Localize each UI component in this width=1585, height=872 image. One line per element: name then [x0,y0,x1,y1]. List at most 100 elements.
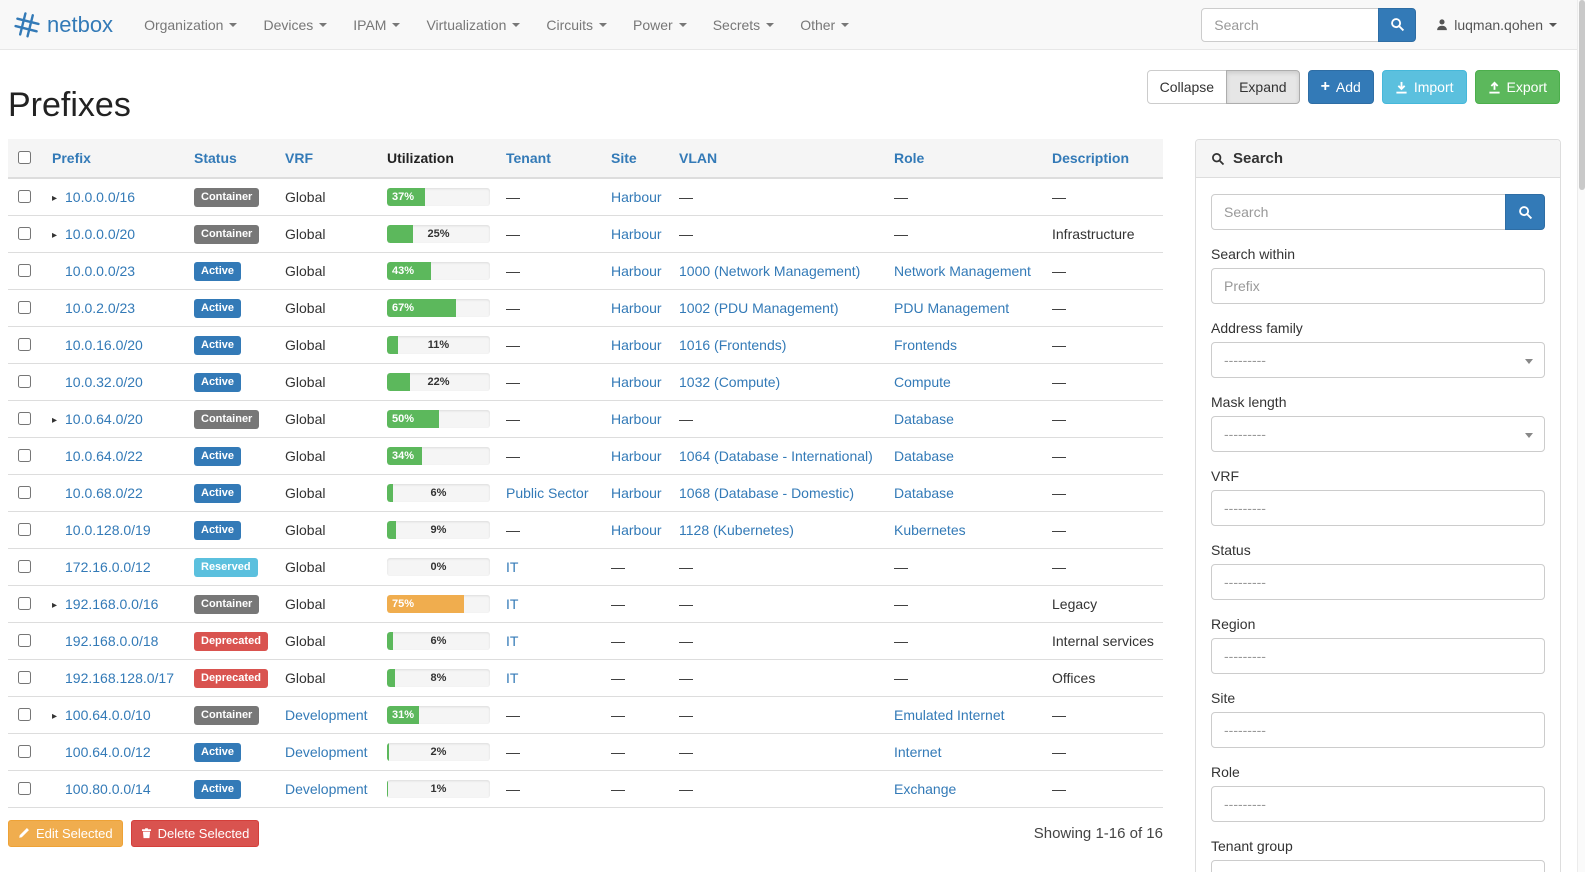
row-checkbox[interactable] [18,448,31,462]
prefix-link[interactable]: 172.16.0.0/12 [65,558,151,575]
role-link[interactable]: Database [894,447,954,464]
expand-caret-icon[interactable]: ▸ [52,229,58,241]
expand-button[interactable]: Expand [1226,70,1300,104]
vlan-link[interactable]: 1016 (Frontends) [679,336,787,353]
tenant-link[interactable]: Public Sector [506,484,589,501]
site-link[interactable]: Harbour [611,299,662,316]
tenant-link[interactable]: IT [506,595,519,612]
prefix-link[interactable]: 192.168.0.0/18 [65,632,159,649]
role-link[interactable]: Kubernetes [894,521,966,538]
add-button[interactable]: + Add [1307,70,1374,104]
prefix-link[interactable]: 10.0.16.0/20 [65,336,143,353]
role-link[interactable]: Exchange [894,780,957,797]
site-link[interactable]: Harbour [611,373,662,390]
site-link[interactable]: Harbour [611,188,662,205]
nav-item-power[interactable]: Power [620,0,700,49]
scrollbar[interactable] [1577,0,1585,872]
filter-select-role[interactable]: --------- [1211,786,1545,822]
role-link[interactable]: Compute [894,373,951,390]
tenant-link[interactable]: IT [506,669,519,686]
vrf-link[interactable]: Development [285,780,368,797]
nav-item-virtualization[interactable]: Virtualization [413,0,533,49]
nav-item-ipam[interactable]: IPAM [340,0,413,49]
prefix-link[interactable]: 100.80.0.0/14 [65,780,151,797]
expand-caret-icon[interactable]: ▸ [52,599,58,611]
column-header-site[interactable]: Site [611,150,637,166]
filter-select-region[interactable]: --------- [1211,638,1545,674]
nav-item-organization[interactable]: Organization [131,0,250,49]
site-link[interactable]: Harbour [611,447,662,464]
nav-item-devices[interactable]: Devices [250,0,340,49]
vlan-link[interactable]: 1064 (Database - International) [679,447,873,464]
prefix-link[interactable]: 10.0.68.0/22 [65,484,143,501]
prefix-link[interactable]: 10.0.0.0/23 [65,262,136,279]
column-header-role[interactable]: Role [894,150,925,166]
sidebar-search-button[interactable] [1505,194,1545,230]
prefix-link[interactable]: 100.64.0.0/12 [65,743,151,760]
tenant-link[interactable]: IT [506,558,519,575]
delete-selected-button[interactable]: Delete Selected [130,819,260,847]
tenant-link[interactable]: IT [506,632,519,649]
site-link[interactable]: Harbour [611,262,662,279]
vlan-link[interactable]: 1128 (Kubernetes) [679,521,794,538]
edit-selected-button[interactable]: Edit Selected [8,819,123,847]
prefix-link[interactable]: 10.0.2.0/23 [65,299,136,316]
row-checkbox[interactable] [18,411,31,425]
filter-select-vrf[interactable]: --------- [1211,490,1545,526]
column-header-description[interactable]: Description [1052,150,1130,166]
prefix-link[interactable]: 10.0.0.0/20 [65,225,136,242]
prefix-link[interactable]: 10.0.64.0/20 [65,410,143,427]
row-checkbox[interactable] [18,189,31,203]
row-checkbox[interactable] [18,781,31,795]
vlan-link[interactable]: 1032 (Compute) [679,373,781,390]
vlan-link[interactable]: 1068 (Database - Domestic) [679,484,855,501]
collapse-button[interactable]: Collapse [1146,70,1228,104]
site-link[interactable]: Harbour [611,336,662,353]
filter-select-status[interactable]: --------- [1211,564,1545,600]
site-link[interactable]: Harbour [611,484,662,501]
row-checkbox[interactable] [18,670,31,684]
select-all-checkbox[interactable] [18,151,31,164]
row-checkbox[interactable] [18,226,31,240]
column-header-prefix[interactable]: Prefix [52,150,91,166]
expand-caret-icon[interactable]: ▸ [52,710,58,722]
column-header-status[interactable]: Status [194,150,237,166]
vlan-link[interactable]: 1000 (Network Management) [679,262,861,279]
vrf-link[interactable]: Development [285,706,368,723]
row-checkbox[interactable] [18,337,31,351]
filter-select-mask-length[interactable]: --------- [1211,416,1545,452]
import-button[interactable]: Import [1381,70,1467,104]
column-header-vrf[interactable]: VRF [285,150,313,166]
row-checkbox[interactable] [18,263,31,277]
role-link[interactable]: Emulated Internet [894,706,1005,723]
prefix-link[interactable]: 10.0.128.0/19 [65,521,151,538]
vlan-link[interactable]: 1002 (PDU Management) [679,299,839,316]
row-checkbox[interactable] [18,596,31,610]
site-link[interactable]: Harbour [611,521,662,538]
navbar-search-button[interactable] [1378,7,1417,42]
role-link[interactable]: Network Management [894,262,1031,279]
role-link[interactable]: Database [894,484,954,501]
nav-item-other[interactable]: Other [787,0,862,49]
role-link[interactable]: Database [894,410,954,427]
row-checkbox[interactable] [18,522,31,536]
prefix-link[interactable]: 10.0.64.0/22 [65,447,143,464]
site-link[interactable]: Harbour [611,225,662,242]
site-link[interactable]: Harbour [611,410,662,427]
vrf-link[interactable]: Development [285,743,368,760]
expand-caret-icon[interactable]: ▸ [52,192,58,204]
prefix-link[interactable]: 192.168.128.0/17 [65,669,174,686]
prefix-link[interactable]: 10.0.0.0/16 [65,188,136,205]
row-checkbox[interactable] [18,374,31,388]
netbox-brand[interactable]: netbox [14,12,113,38]
export-button[interactable]: Export [1474,70,1560,104]
row-checkbox[interactable] [18,633,31,647]
role-link[interactable]: Frontends [894,336,958,353]
row-checkbox[interactable] [18,707,31,721]
role-link[interactable]: Internet [894,743,942,760]
prefix-link[interactable]: 10.0.32.0/20 [65,373,143,390]
nav-item-circuits[interactable]: Circuits [533,0,620,49]
role-link[interactable]: PDU Management [894,299,1010,316]
nav-item-secrets[interactable]: Secrets [700,0,787,49]
row-checkbox[interactable] [18,485,31,499]
